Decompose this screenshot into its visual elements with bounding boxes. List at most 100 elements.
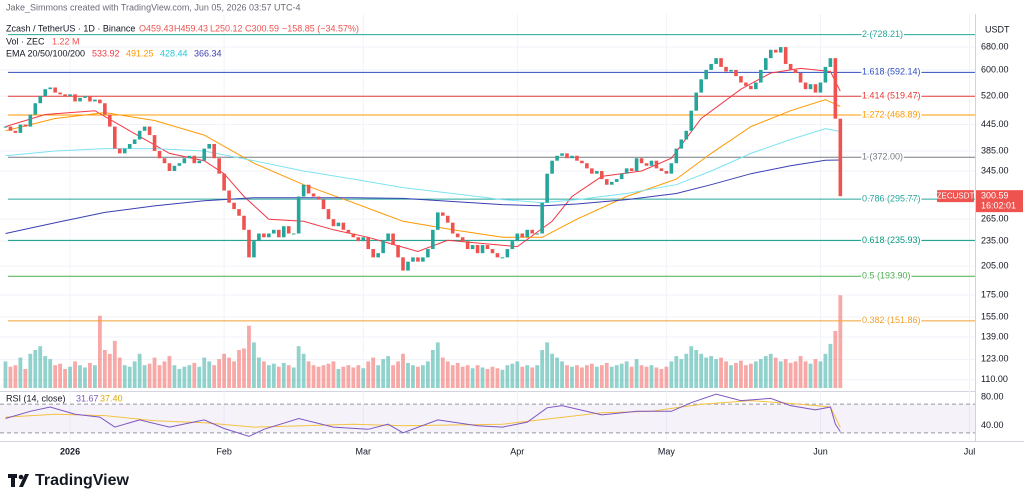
- volume-bar: [132, 361, 137, 388]
- candle: [98, 99, 102, 104]
- volume-bar: [724, 361, 728, 388]
- volume-bar: [232, 361, 236, 388]
- volume-bar: [361, 368, 366, 388]
- volume-bar: [102, 350, 107, 388]
- volume-bar: [257, 357, 261, 388]
- candle: [108, 114, 112, 127]
- candle: [267, 233, 271, 238]
- x-tick-label: Feb: [216, 446, 232, 456]
- candle: [242, 215, 246, 230]
- candle: [396, 245, 400, 258]
- ema-layer: [5, 67, 841, 253]
- volume-bar: [604, 362, 609, 388]
- candle: [485, 245, 490, 250]
- candle: [157, 150, 162, 159]
- candle: [63, 94, 67, 97]
- candle: [689, 110, 694, 131]
- volume-bar: [122, 365, 127, 388]
- candle: [83, 96, 87, 98]
- candle: [331, 219, 336, 227]
- candle: [664, 170, 669, 174]
- candle: [470, 245, 475, 250]
- candle: [838, 118, 843, 197]
- volume-bar: [510, 363, 515, 388]
- volume-bar: [575, 365, 579, 388]
- volume-bar: [540, 350, 545, 388]
- volume-bar: [391, 365, 395, 388]
- volume-bar: [734, 362, 738, 388]
- candle: [177, 163, 182, 166]
- candle: [644, 163, 649, 166]
- candle: [545, 173, 549, 203]
- countdown: 16:02:01: [981, 201, 1016, 211]
- candle: [247, 229, 251, 258]
- candle: [276, 229, 281, 238]
- volume-bar: [396, 361, 400, 388]
- y-tick-label: 520.00: [981, 90, 1009, 100]
- volume-bar: [520, 366, 525, 388]
- candle: [793, 69, 798, 74]
- volume-bar: [714, 359, 718, 388]
- candle: [560, 153, 564, 156]
- candle: [445, 215, 450, 223]
- volume-bar: [669, 361, 674, 388]
- volume-bar: [783, 359, 788, 388]
- volume-bar: [197, 366, 202, 388]
- volume-bar: [445, 361, 450, 388]
- candle: [595, 170, 599, 174]
- volume-bar: [247, 325, 251, 388]
- volume-bar: [545, 342, 550, 388]
- candle: [624, 168, 629, 174]
- candle: [13, 130, 18, 133]
- candle: [361, 237, 366, 242]
- fib-label: 2 (728.21): [862, 29, 903, 39]
- candle: [401, 257, 405, 271]
- rsi-ma-line: [5, 400, 841, 428]
- volume-bar: [177, 369, 182, 388]
- candle: [719, 58, 723, 67]
- volume-bar: [43, 356, 48, 388]
- volume-bar: [709, 356, 714, 388]
- y-tick-label: 600.00: [981, 64, 1009, 74]
- ema-line: [5, 159, 841, 234]
- volume-bar: [639, 365, 644, 388]
- volume-bar: [689, 346, 694, 388]
- volume-bar: [435, 342, 440, 388]
- symbol-tag: ZECUSDT: [937, 191, 975, 200]
- volume-bar: [192, 362, 197, 388]
- volume-bar: [704, 357, 709, 388]
- volume-bar: [83, 367, 87, 388]
- volume-bar: [619, 363, 624, 388]
- volume-bar: [515, 361, 520, 388]
- volume-bar: [237, 350, 241, 388]
- volume-bar: [425, 361, 430, 388]
- candle: [634, 158, 639, 171]
- candle: [828, 58, 833, 67]
- candle: [739, 76, 743, 83]
- candle: [142, 126, 147, 131]
- volume-bar: [152, 357, 157, 388]
- candle: [629, 168, 634, 171]
- candle: [654, 160, 659, 169]
- volume-bar: [207, 361, 212, 388]
- volume-bar: [803, 361, 808, 388]
- y-tick-label: 155.00: [981, 311, 1009, 321]
- volume-bar: [3, 361, 8, 388]
- volume-bar: [28, 353, 33, 388]
- volume-bar: [450, 365, 455, 388]
- candle: [286, 226, 291, 234]
- y-tick-label: 445.00: [981, 119, 1009, 129]
- candle: [48, 87, 52, 90]
- volume-bar: [182, 366, 187, 388]
- volume-bar: [664, 366, 669, 388]
- volume-bar: [346, 365, 351, 388]
- candle-layer: [3, 47, 843, 271]
- volume-bar: [311, 365, 316, 388]
- candle: [436, 212, 440, 230]
- candle: [734, 69, 738, 77]
- volume-bar: [68, 366, 72, 388]
- candle: [783, 47, 788, 64]
- candle: [778, 47, 783, 53]
- candle: [679, 139, 684, 149]
